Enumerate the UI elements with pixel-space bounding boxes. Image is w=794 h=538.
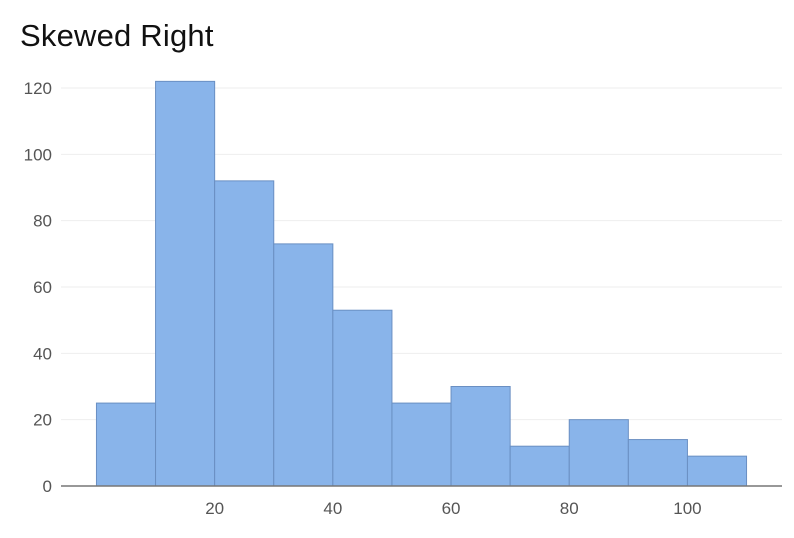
histogram-bar — [273, 243, 334, 487]
histogram-bar — [450, 386, 511, 487]
y-tick-labels: 0 20 40 60 80 100 120 — [24, 79, 52, 496]
histogram-bar — [509, 445, 570, 487]
y-tick-label: 100 — [24, 145, 52, 164]
histogram-bar — [155, 80, 216, 487]
histogram-bar — [332, 309, 393, 487]
histogram-bar — [627, 439, 688, 487]
histogram-bar — [686, 455, 748, 487]
histogram-bar — [214, 180, 275, 487]
y-tick-label: 0 — [43, 477, 52, 496]
y-tick-label: 60 — [33, 278, 52, 297]
x-tick-label: 100 — [673, 499, 701, 518]
x-tick-label: 80 — [560, 499, 579, 518]
y-tick-label: 40 — [33, 344, 52, 363]
x-tick-label: 20 — [205, 499, 224, 518]
histogram-bar — [391, 402, 452, 487]
x-tick-label: 60 — [442, 499, 461, 518]
y-tick-label: 80 — [33, 212, 52, 231]
histogram-bars — [95, 80, 748, 487]
x-tick-label: 40 — [323, 499, 342, 518]
histogram-bar — [95, 402, 157, 487]
y-tick-label: 20 — [33, 411, 52, 430]
x-tick-labels: 20 40 60 80 100 — [205, 499, 701, 518]
y-tick-label: 120 — [24, 79, 52, 98]
histogram-bar — [568, 419, 629, 487]
chart-title: Skewed Right — [20, 18, 214, 53]
